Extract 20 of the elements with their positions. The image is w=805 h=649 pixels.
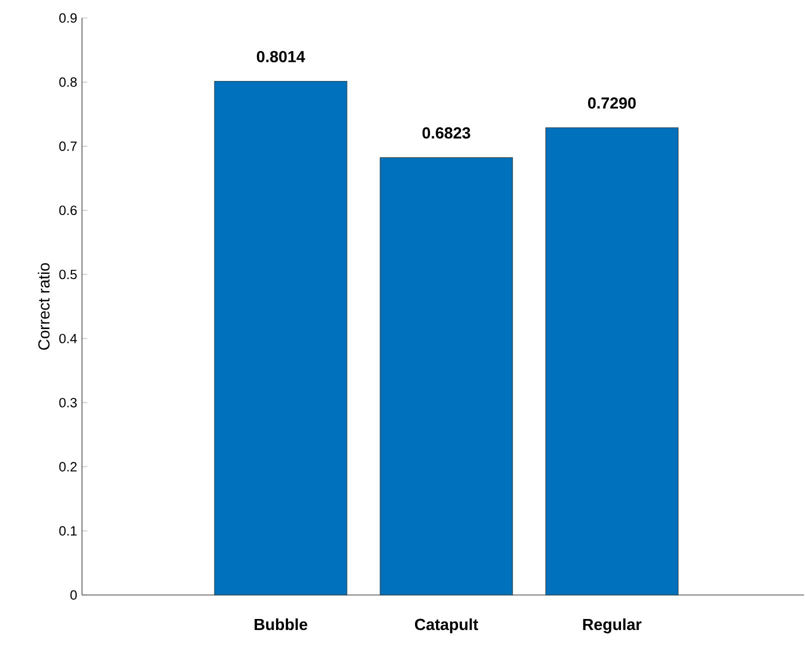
bar [545, 127, 678, 596]
x-tick-label: Bubble [254, 618, 308, 630]
y-tick-label: 0.3 [59, 398, 77, 408]
y-tick-label: 0.2 [59, 462, 77, 472]
y-tick-label: 0.4 [59, 334, 77, 344]
x-tick-label: Catapult [414, 618, 478, 634]
x-tick-label: Regular [583, 618, 642, 634]
y-tick-label: 0.6 [59, 206, 77, 216]
y-tick-label: 0.8 [59, 77, 77, 87]
y-tick-label: 0.9 [59, 13, 77, 23]
data-label: 0.8014 [256, 50, 306, 62]
data-label: 0.6823 [422, 127, 470, 139]
y-tick-label: 0 [70, 590, 77, 600]
y-tick-label: 0.5 [59, 270, 77, 280]
y-tick-label: 0.1 [59, 526, 77, 536]
bar [380, 157, 513, 596]
data-label: 0.7290 [588, 97, 636, 109]
y-tick-label: 0.7 [59, 142, 77, 151]
bar [214, 80, 348, 596]
y-axis-title: Correct ratio [38, 263, 50, 350]
